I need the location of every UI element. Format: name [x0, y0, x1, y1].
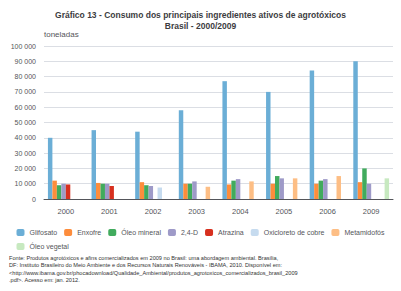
svg-text:2002: 2002 [145, 207, 162, 216]
svg-text:100 000: 100 000 [11, 43, 36, 50]
svg-text:2000: 2000 [57, 207, 74, 216]
svg-text:60 000: 60 000 [15, 104, 37, 111]
svg-text:DF: Instituto Brasileiro do Me: DF: Instituto Brasileiro do Meio Ambient… [9, 262, 282, 268]
svg-text:2009: 2009 [363, 207, 380, 216]
svg-text:10 000: 10 000 [15, 180, 37, 187]
svg-text:Gráfico 13 - Consumo dos princ: Gráfico 13 - Consumo dos principais ingr… [55, 10, 346, 20]
svg-text:Metamidofós: Metamidofós [344, 229, 385, 236]
svg-text:Fonte: Produtos agrotóxicos e: Fonte: Produtos agrotóxicos e afins come… [9, 255, 279, 261]
svg-text:0: 0 [32, 196, 36, 203]
svg-text:20 000: 20 000 [15, 165, 37, 172]
svg-text:2,4-D: 2,4-D [181, 229, 198, 236]
svg-text:toneladas: toneladas [44, 30, 79, 39]
svg-text:.pdf>. Acesso em: jan. 2012.: .pdf>. Acesso em: jan. 2012. [9, 277, 80, 283]
svg-text:Glifosato: Glifosato [30, 229, 58, 236]
svg-text:2003: 2003 [188, 207, 205, 216]
svg-text:80 000: 80 000 [15, 73, 37, 80]
svg-text:<http://www.ibama.gov.br/phoca: <http://www.ibama.gov.br/phocadownload/Q… [9, 270, 298, 276]
svg-text:30 000: 30 000 [15, 150, 37, 157]
svg-text:2004: 2004 [232, 207, 249, 216]
svg-text:90 000: 90 000 [15, 58, 37, 65]
svg-text:50 000: 50 000 [15, 119, 37, 126]
svg-text:70 000: 70 000 [15, 88, 37, 95]
svg-text:40 000: 40 000 [15, 134, 37, 141]
svg-text:Brasil - 2000/2009: Brasil - 2000/2009 [165, 21, 237, 31]
svg-text:2005: 2005 [276, 207, 293, 216]
svg-text:Oxicloreto de cobre: Oxicloreto de cobre [264, 229, 325, 236]
svg-text:Óleo vegetal: Óleo vegetal [30, 242, 70, 251]
svg-text:Atrazina: Atrazina [218, 229, 244, 236]
svg-text:2001: 2001 [101, 207, 118, 216]
svg-text:2006: 2006 [319, 207, 336, 216]
svg-text:Óleo mineral: Óleo mineral [121, 228, 161, 236]
svg-text:Enxofre: Enxofre [77, 229, 101, 236]
